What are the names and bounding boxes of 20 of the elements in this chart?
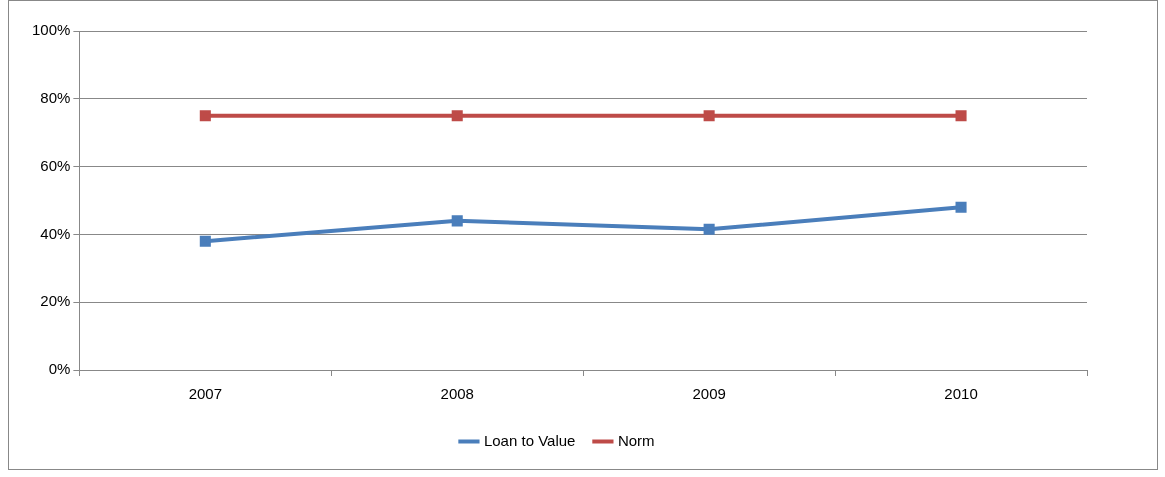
- point: [955, 201, 967, 213]
- point: [199, 110, 211, 122]
- legend-label: Norm: [617, 431, 655, 449]
- legend-label: Loan to Value: [483, 431, 576, 449]
- x-tick-label: 2008: [440, 385, 474, 403]
- point: [703, 223, 715, 235]
- point: [451, 110, 463, 122]
- y-tick-label: 80%: [40, 88, 71, 106]
- point: [955, 110, 967, 122]
- point: [199, 235, 211, 247]
- y-tick-label: 60%: [40, 156, 71, 174]
- x-tick-label: 2010: [944, 385, 978, 403]
- y-tick-label: 0%: [48, 360, 71, 378]
- point: [451, 215, 463, 227]
- x-tick-label: 2007: [188, 385, 223, 403]
- point: [703, 110, 715, 122]
- y-tick-label: 20%: [40, 292, 71, 310]
- y-tick-label: 100%: [31, 21, 71, 39]
- x-tick-label: 2009: [692, 385, 726, 403]
- y-tick-label: 40%: [40, 224, 71, 242]
